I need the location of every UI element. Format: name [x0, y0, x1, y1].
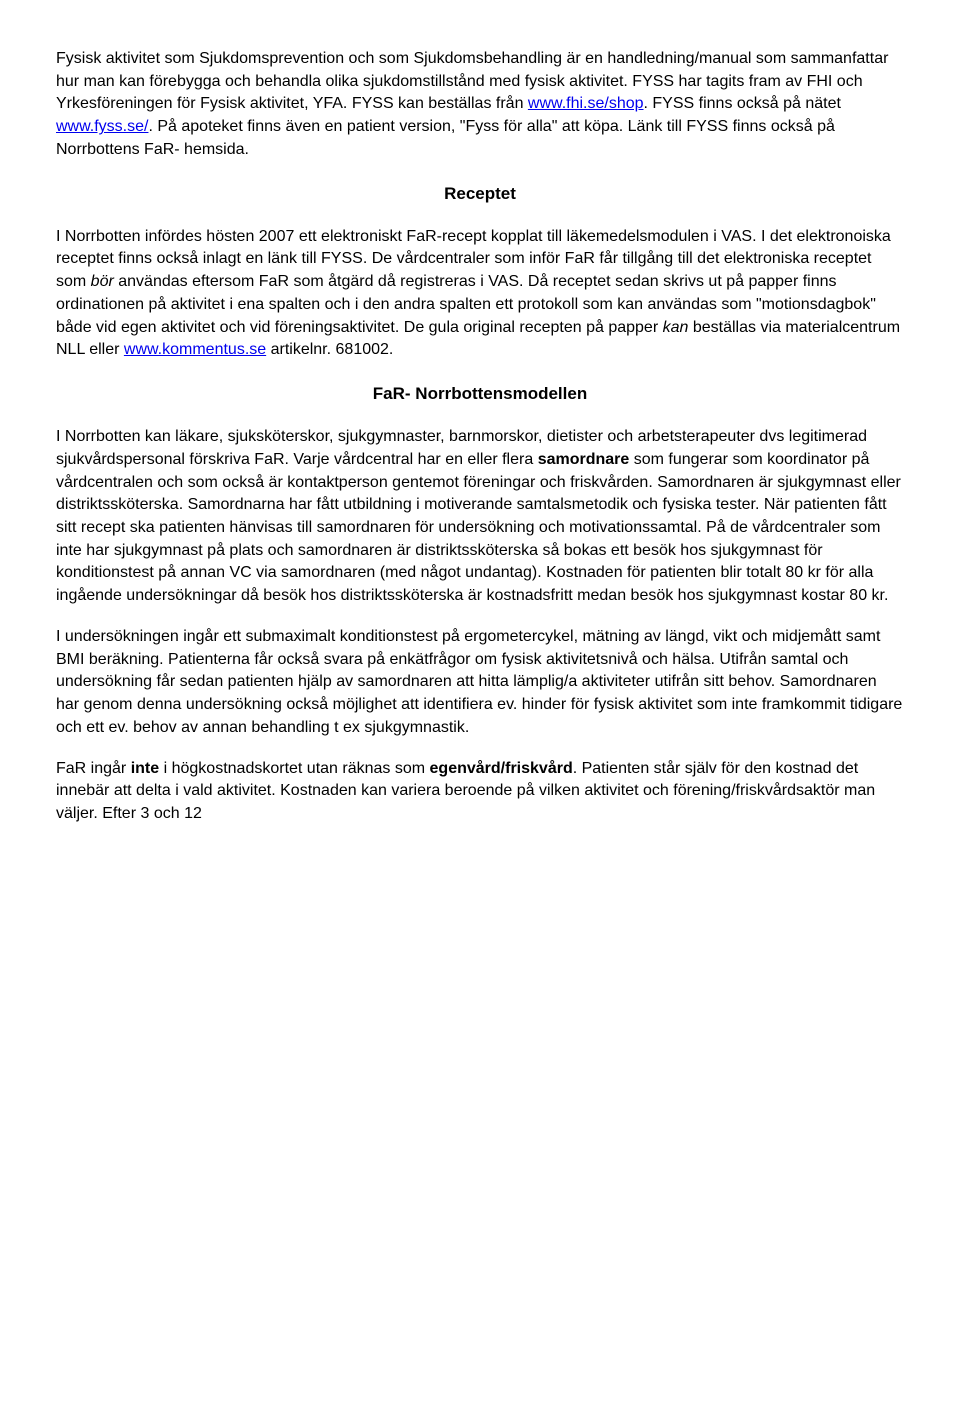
italic-bor: bör [91, 273, 114, 290]
text: . På apoteket finns även en patient vers… [56, 118, 835, 158]
paragraph-kostnad: FaR ingår inte i högkostnadskortet utan … [56, 758, 904, 826]
link-kommentus[interactable]: www.kommentus.se [124, 341, 266, 358]
italic-kan: kan [663, 319, 689, 336]
paragraph-fyss: Fysisk aktivitet som Sjukdomsprevention … [56, 48, 904, 162]
bold-inte: inte [131, 760, 159, 777]
text: som fungerar som koordinator på vårdcent… [56, 451, 901, 604]
text: i högkostnadskortet utan räknas som [159, 760, 429, 777]
text: artikelnr. 681002. [266, 341, 393, 358]
bold-egenvard: egenvård/friskvård [430, 760, 573, 777]
text: FaR ingår [56, 760, 131, 777]
link-fyss[interactable]: www.fyss.se/ [56, 118, 148, 135]
heading-receptet: Receptet [56, 182, 904, 206]
paragraph-modellen: I Norrbotten kan läkare, sjuksköterskor,… [56, 426, 904, 608]
paragraph-undersokning: I undersökningen ingår ett submaximalt k… [56, 626, 904, 740]
link-fhi[interactable]: www.fhi.se/shop [528, 95, 644, 112]
paragraph-receptet: I Norrbotten infördes hösten 2007 ett el… [56, 226, 904, 362]
bold-samordnare: samordnare [538, 451, 630, 468]
text: . FYSS finns också på nätet [644, 95, 841, 112]
heading-modellen: FaR- Norrbottensmodellen [56, 382, 904, 406]
